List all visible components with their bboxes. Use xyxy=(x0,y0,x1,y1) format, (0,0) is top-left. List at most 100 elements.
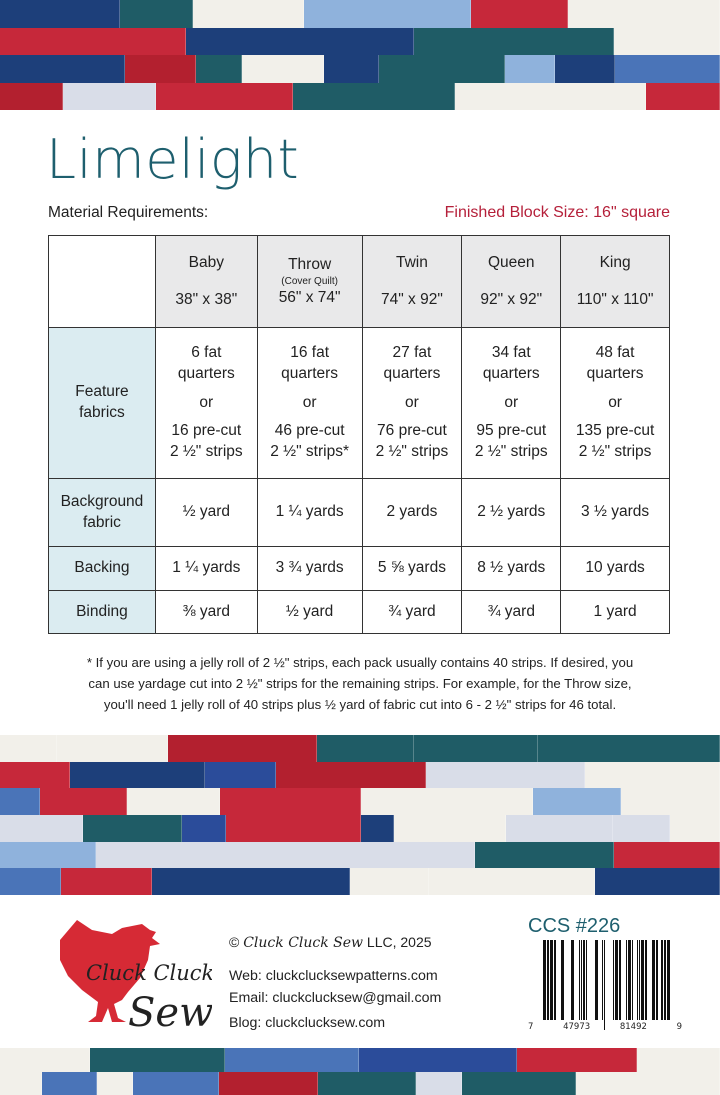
label-line: fabrics xyxy=(79,404,125,421)
blog-link[interactable]: Blog: cluckclucksew.com xyxy=(229,1015,386,1031)
feature-pc1: 16 pre-cut xyxy=(171,422,242,440)
feature-fq2: quarters xyxy=(281,364,339,382)
blank-header-cell xyxy=(48,235,156,328)
quilt-patch xyxy=(167,735,318,762)
quilt-patch xyxy=(323,55,379,83)
email-link[interactable]: Email: cluckclucksew@gmail.com xyxy=(229,990,442,1006)
backing-cell: 3 ¾ yards xyxy=(256,546,363,591)
barcode-bar xyxy=(547,940,549,1020)
quilt-patch xyxy=(360,815,394,842)
quilt-patch xyxy=(620,788,720,816)
barcode-bar xyxy=(586,940,587,1020)
feature-or: or xyxy=(405,393,419,411)
finished-block-size: Finished Block Size: 16" square xyxy=(444,204,670,221)
binding-cell: ¾ yard xyxy=(461,590,562,634)
copyright-symbol: © xyxy=(229,934,240,950)
quilt-patch xyxy=(70,761,206,789)
quilt-row xyxy=(0,55,720,83)
quilt-patch xyxy=(127,788,220,816)
quilt-patch xyxy=(304,0,471,28)
feature-fq2: quarters xyxy=(383,364,441,382)
quilt-patch xyxy=(119,0,193,28)
footnote-line: can use yardage cut into 2 ½" strips for… xyxy=(88,676,632,692)
quilt-row xyxy=(0,735,720,762)
quilt-photo-middle xyxy=(0,735,720,895)
quilt-patch xyxy=(462,1071,577,1095)
copyright-year: LLC, 2025 xyxy=(363,934,432,950)
quilt-patch xyxy=(555,55,616,83)
quilt-patch xyxy=(429,868,596,895)
quilt-patch xyxy=(152,868,350,895)
feature-or: or xyxy=(199,393,214,411)
background-cell: 2 ½ yards xyxy=(461,478,562,547)
quilt-patch xyxy=(349,868,429,895)
quilt-row xyxy=(0,1071,720,1095)
quilt-patch xyxy=(533,788,621,816)
feature-cell: 27 fat quarters or 76 pre-cut 2 ½" strips xyxy=(361,327,463,479)
feature-or: or xyxy=(504,393,519,411)
binding-cell: 1 yard xyxy=(560,590,670,634)
quilt-patch xyxy=(517,1048,638,1072)
copyright: © Cluck Cluck Sew LLC, 2025 xyxy=(229,934,432,951)
quilt-patch xyxy=(156,82,294,110)
quilt-patch xyxy=(0,55,125,83)
barcode xyxy=(543,940,670,1030)
quilt-patch xyxy=(470,0,569,28)
row-label-backing: Backing xyxy=(48,546,156,591)
binding-cell: ⅜ yard xyxy=(154,590,258,634)
quilt-patch xyxy=(40,788,128,816)
barcode-bar xyxy=(604,940,605,1030)
quilt-patch xyxy=(360,788,534,816)
quilt-patch xyxy=(97,1071,133,1095)
quilt-patch xyxy=(0,735,58,762)
footnote-line: you'll need 1 jelly roll of 40 strips pl… xyxy=(103,697,617,713)
row-label-feature: Feature fabrics xyxy=(48,327,156,479)
quilt-patch xyxy=(83,815,182,842)
quilt-patch xyxy=(181,815,227,842)
quilt-patch xyxy=(219,1071,319,1095)
quilt-patch xyxy=(205,761,276,789)
footnote: * If you are using a jelly roll of 2 ½" … xyxy=(40,652,680,715)
feature-pc2: 2 ½" strips xyxy=(578,443,652,461)
background-cell: 2 yards xyxy=(361,478,463,547)
quilt-patch xyxy=(275,761,427,789)
quilt-patch xyxy=(42,1071,98,1095)
quilt-patch xyxy=(613,815,671,842)
feature-fq2: quarters xyxy=(586,364,644,382)
size-dim: 56" x 74" xyxy=(278,288,341,306)
barcode-bar xyxy=(626,940,627,1020)
web-link[interactable]: Web: cluckclucksewpatterns.com xyxy=(229,968,438,984)
quilt-patch xyxy=(378,55,505,83)
quilt-patch xyxy=(63,82,157,110)
barcode-bar xyxy=(652,940,655,1020)
feature-pc2: 2 ½" strips xyxy=(474,443,548,461)
copyright-brand: Cluck Cluck Sew xyxy=(243,935,364,951)
quilt-patch xyxy=(241,55,324,83)
table-header-row: Baby 38" x 38" Throw (Cover Quilt) 56" x 74… xyxy=(48,235,670,328)
quilt-patch xyxy=(0,761,71,789)
hen-silhouette-icon xyxy=(60,920,160,1022)
logo-text-sew: Sew xyxy=(128,990,212,1033)
feature-fq2: quarters xyxy=(482,364,540,382)
label-line: Background xyxy=(60,492,144,510)
quilt-patch xyxy=(293,82,456,110)
feature-pc2: 2 ½" strips xyxy=(169,443,243,461)
barcode-bar xyxy=(613,940,614,1020)
barcode-bar xyxy=(664,940,666,1020)
quilt-row xyxy=(0,788,720,816)
quilt-row xyxy=(0,1048,720,1072)
backing-cell: 8 ½ yards xyxy=(461,546,562,591)
quilt-patch xyxy=(0,1071,43,1095)
barcode-bar xyxy=(656,940,658,1020)
feature-fq1: 48 fat xyxy=(595,343,635,361)
row-label-background: Background fabric xyxy=(48,478,156,547)
col-header-king: King 110" x 110" xyxy=(560,235,670,328)
barcode-bar xyxy=(641,940,644,1020)
quilt-patch xyxy=(185,27,414,55)
quilt-row xyxy=(0,868,720,895)
quilt-patch xyxy=(95,841,475,869)
quilt-row xyxy=(0,82,720,110)
size-name: Queen xyxy=(487,253,535,271)
barcode-bar xyxy=(571,940,574,1020)
binding-cell: ½ yard xyxy=(256,590,363,634)
